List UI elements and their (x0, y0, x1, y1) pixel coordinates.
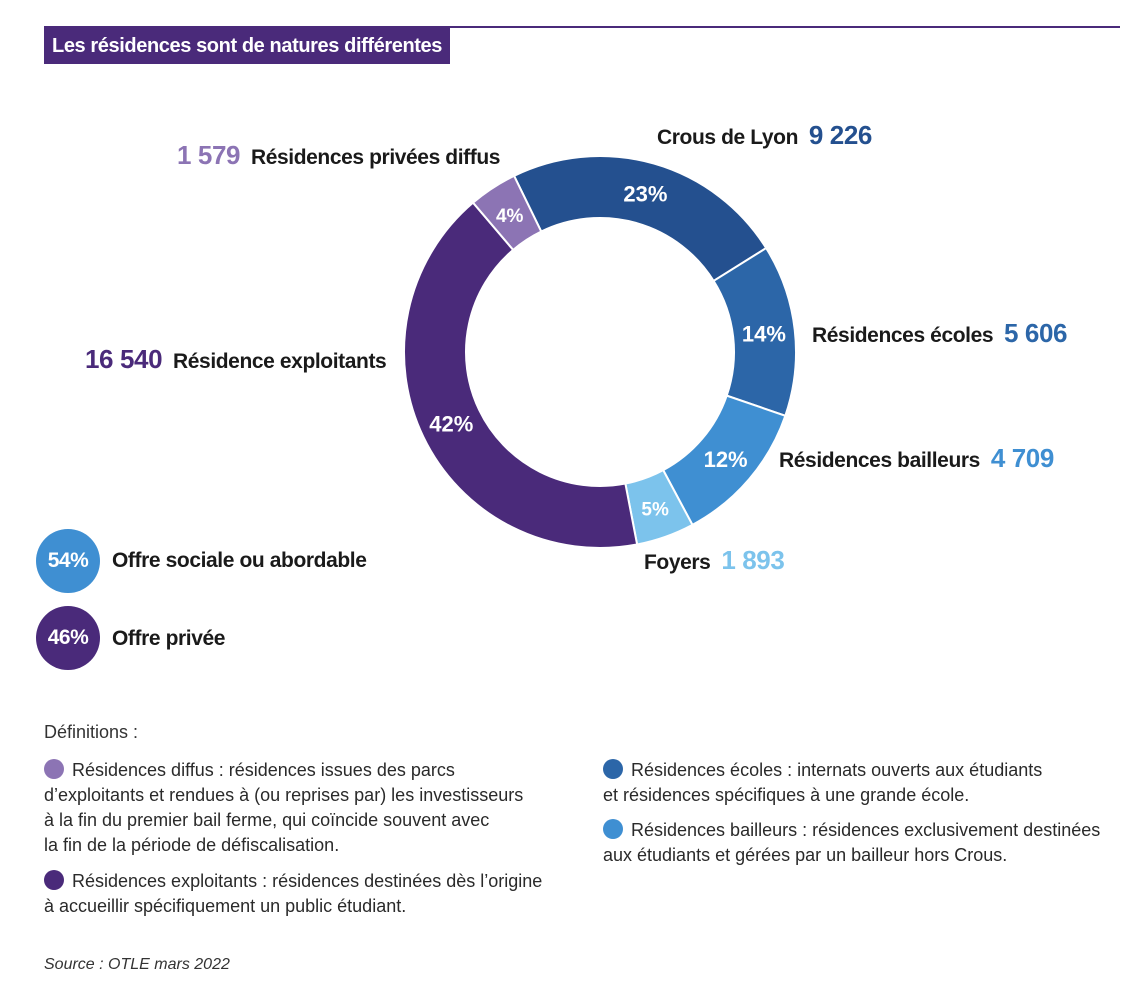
label-diffus-name: Résidences privées diffus (250, 146, 501, 169)
dot-bailleurs-icon (603, 819, 623, 839)
donut-slice (512, 155, 768, 283)
badge-social-percent: 54% (36, 529, 100, 593)
top-rule (44, 26, 1120, 28)
label-crous-value: 9 226 (808, 120, 872, 150)
label-ecoles: Résidences écoles 5 606 (812, 318, 1068, 349)
badge-privee-label: Offre privée (112, 627, 226, 650)
label-diffus: 1 579 Résidences privées diffus (177, 140, 500, 171)
badge-privee-percent: 46% (36, 606, 100, 670)
definitions-title: Définitions : (44, 722, 139, 742)
definition-exploitants-line: à accueillir spécifiquement un public ét… (44, 896, 407, 916)
source-note: Source : OTLE mars 2022 (44, 956, 230, 973)
definition-diffus: Résidences diffus : résidences issues de… (44, 758, 523, 858)
label-foyers: Foyers 1 893 (644, 545, 785, 576)
label-bailleurs-name: Résidences bailleurs (779, 449, 980, 472)
label-exploitants-name: Résidence exploitants (173, 350, 387, 373)
slice-percent-label: 42% (429, 411, 473, 436)
definition-exploitants: Résidences exploitants : résidences dest… (44, 869, 542, 919)
definition-ecoles-line: et résidences spécifiques à une grande é… (603, 785, 970, 805)
definition-bailleurs: Résidences bailleurs : résidences exclus… (603, 818, 1100, 868)
label-crous-name: Crous de Lyon (657, 126, 799, 149)
label-bailleurs-value: 4 709 (990, 443, 1054, 473)
label-ecoles-name: Résidences écoles (812, 324, 994, 347)
definition-diffus-line: Résidences diffus : résidences issues de… (72, 760, 455, 780)
definition-ecoles: Résidences écoles : internats ouverts au… (603, 758, 1042, 808)
label-exploitants: 16 540 Résidence exploitants (85, 344, 387, 375)
definition-diffus-line: à la fin du premier bail ferme, qui coïn… (44, 810, 490, 830)
label-diffus-value: 1 579 (177, 140, 241, 170)
slice-percent-label: 12% (704, 447, 748, 472)
dot-ecoles-icon (603, 759, 623, 779)
label-crous: Crous de Lyon 9 226 (657, 120, 872, 151)
chart-title: Les résidences sont de natures différent… (44, 28, 451, 64)
label-bailleurs: Résidences bailleurs 4 709 (779, 443, 1054, 474)
badge-social-label: Offre sociale ou abordable (112, 549, 367, 572)
label-exploitants-value: 16 540 (85, 344, 163, 374)
dot-diffus-icon (44, 759, 64, 779)
slice-percent-label: 4% (496, 206, 524, 227)
definition-ecoles-line: Résidences écoles : internats ouverts au… (631, 760, 1043, 780)
label-ecoles-value: 5 606 (1004, 318, 1068, 348)
definition-bailleurs-line: aux étudiants et gérées par un bailleur … (603, 845, 1008, 865)
donut-slice (471, 174, 543, 252)
label-foyers-name: Foyers (644, 551, 711, 574)
definition-diffus-line: la fin de la période de défiscalisation. (44, 835, 340, 855)
dot-exploitants-icon (44, 870, 64, 890)
definition-diffus-line: d’exploitants et rendues à (ou reprises … (44, 785, 524, 805)
label-foyers-value: 1 893 (721, 545, 785, 575)
definition-exploitants-line: Résidences exploitants : résidences dest… (72, 871, 543, 891)
slice-percent-label: 23% (623, 181, 667, 206)
slice-percent-label: 5% (641, 500, 669, 521)
definition-bailleurs-line: Résidences bailleurs : résidences exclus… (631, 820, 1101, 840)
slice-percent-label: 14% (742, 321, 786, 346)
donut-slice (403, 201, 639, 549)
